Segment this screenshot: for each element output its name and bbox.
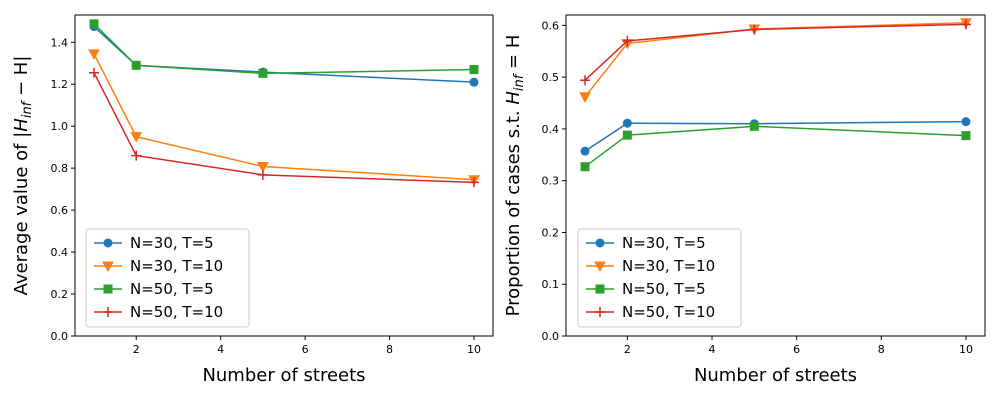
chart-2-y-label-prefix: Proportion of cases s.t. <box>503 105 524 317</box>
chart-2-panel: 2 4 6 8 10 0.0 0.1 0.2 0.3 0.4 0.5 0.6 Number of str… <box>503 14 986 386</box>
chart-1-series-2-point <box>257 161 269 173</box>
chart-2-x-tick-label: 4 <box>709 343 716 356</box>
chart-1-legend-box <box>85 228 250 328</box>
chart-1-series-3-point <box>89 19 99 29</box>
chart-2-series-3-point <box>622 130 632 140</box>
chart-2-legend-marker-1 <box>595 238 605 248</box>
chart-1-series-3-point <box>131 60 141 70</box>
chart-2-series-4-point <box>749 24 760 35</box>
chart-1-y-tick-label: 0.8 <box>51 162 69 175</box>
chart-1-y-label-math: H <box>11 118 32 132</box>
chart-2-legend: N=30, T=5 N=30, T=10 N=50, T=5 N=50, T=10 <box>577 228 742 328</box>
chart-2-series-4-point <box>960 19 971 30</box>
chart-1-series-line-4 <box>93 72 475 184</box>
chart-2-series-line-1 <box>584 120 966 152</box>
chart-2-y-tick-label: 0.1 <box>542 278 560 291</box>
chart-2-y-label-sub: inf <box>512 72 527 91</box>
chart-2-legend-box <box>577 228 742 328</box>
chart-2-legend-label-3: N=50, T=5 <box>622 280 706 298</box>
chart-1-legend: N=30, T=5 N=30, T=10 N=50, T=5 N=50, T=10 <box>85 228 250 328</box>
chart-2-legend-marker-3 <box>595 284 605 294</box>
chart-1-y-tick-label: 1.2 <box>51 78 69 91</box>
chart-1-legend-marker-2 <box>102 261 114 273</box>
chart-1-y-tick-label: 0.0 <box>51 330 69 343</box>
chart-2-y-tick-label: 0.3 <box>542 175 560 188</box>
chart-1-y-tick-label: 0.6 <box>51 204 69 217</box>
chart-2-x-tick-label: 2 <box>624 343 631 356</box>
chart-1-y-tick-label: 0.4 <box>51 246 69 259</box>
chart-2-plot-frame <box>565 14 986 337</box>
chart-2-legend-marker-4 <box>595 307 605 317</box>
chart-1-series-2-point <box>88 49 100 60</box>
chart-1-legend-marker-1 <box>103 238 113 248</box>
chart-1-y-axis-label: Average value of |Hinf − H| <box>11 56 35 296</box>
chart-1-x-tick-label: 6 <box>302 343 309 356</box>
chart-1-series-line-3 <box>93 23 475 75</box>
chart-1-y-label-prefix: Average value of | <box>11 132 32 296</box>
chart-1-x-tick-label: 4 <box>217 343 224 356</box>
chart-2-series-4-point <box>580 75 591 86</box>
chart-2-y-tick-label: 0.6 <box>542 19 560 32</box>
chart-1-x-tick-label: 2 <box>133 343 140 356</box>
chart-1-series-4-point <box>89 67 99 78</box>
chart-2-series-3-point <box>580 162 590 172</box>
chart-1-y-label-suffix: − H| <box>11 56 32 102</box>
chart-2-legend-label-4: N=50, T=10 <box>622 303 715 321</box>
chart-2-series-1-point <box>961 117 971 127</box>
chart-1-x-tick-label: 10 <box>467 343 481 356</box>
chart-2-series-1-point <box>580 146 590 156</box>
chart-2-legend-marker-2 <box>594 261 606 273</box>
chart-1-legend-label-3: N=50, T=5 <box>130 280 214 298</box>
chart-1-series-2-point <box>130 132 143 143</box>
chart-2-legend-label-1: N=30, T=5 <box>622 234 706 252</box>
chart-1-series-line-1 <box>93 25 475 83</box>
chart-2-y-label-suffix: = H <box>503 35 524 75</box>
chart-2-series-line-4 <box>584 23 966 81</box>
chart-1-series-4-point <box>257 169 268 180</box>
chart-1-legend-label-1: N=30, T=5 <box>130 234 214 252</box>
chart-2-y-tick-label: 0.5 <box>542 71 560 84</box>
chart-1-x-axis-label: Number of streets <box>202 365 365 386</box>
chart-1-series-line-2 <box>93 53 475 181</box>
chart-2-series-1-point <box>622 118 632 128</box>
chart-1-legend-label-4: N=50, T=10 <box>130 303 223 321</box>
chart-2-y-axis-label: Proportion of cases s.t. Hinf = H <box>503 35 527 317</box>
chart-2-series-line-2 <box>584 22 966 98</box>
chart-1-series-3-point <box>258 68 268 78</box>
chart-1-y-tick-label: 1.0 <box>51 120 69 133</box>
chart-1-panel: 2 4 6 8 10 0.0 0.2 0.4 0.6 0.8 1.0 1.2 1.4 Number of … <box>11 14 494 386</box>
chart-1-series-3-point <box>469 65 479 75</box>
chart-1-y-label-sub: inf <box>20 99 35 118</box>
chart-2-series-2-point <box>579 92 591 103</box>
chart-2-x-tick-label: 8 <box>878 343 885 356</box>
chart-1-y-tick-label: 0.2 <box>51 288 69 301</box>
chart-2-x-tick-label: 6 <box>793 343 800 356</box>
chart-1-legend-marker-3 <box>103 284 113 294</box>
chart-2-x-axis-label: Number of streets <box>694 365 857 386</box>
chart-2-y-tick-label: 0.0 <box>542 330 560 343</box>
chart-1-series-4-point <box>131 150 142 161</box>
chart-2-legend-label-2: N=30, T=10 <box>622 257 715 275</box>
chart-2-series-4-point <box>622 35 633 46</box>
chart-1-series-4-point <box>469 177 479 188</box>
chart-2-series-3-point <box>749 121 759 131</box>
chart-1-x-tick-label: 8 <box>386 343 393 356</box>
chart-2-series-line-3 <box>584 125 966 168</box>
chart-1-y-tick-label: 1.4 <box>51 36 69 49</box>
chart-1-series-1-point <box>469 77 479 87</box>
chart-2-y-tick-label: 0.4 <box>542 123 560 136</box>
chart-1-legend-label-2: N=30, T=10 <box>130 257 223 275</box>
chart-1-legend-marker-4 <box>103 307 113 317</box>
chart-2-x-tick-label: 10 <box>959 343 973 356</box>
chart-2-series-3-point <box>961 131 971 141</box>
chart-2-y-tick-label: 0.2 <box>542 226 560 239</box>
chart-1-plot-frame <box>74 14 494 337</box>
chart-2-y-label-math: H <box>503 91 524 105</box>
